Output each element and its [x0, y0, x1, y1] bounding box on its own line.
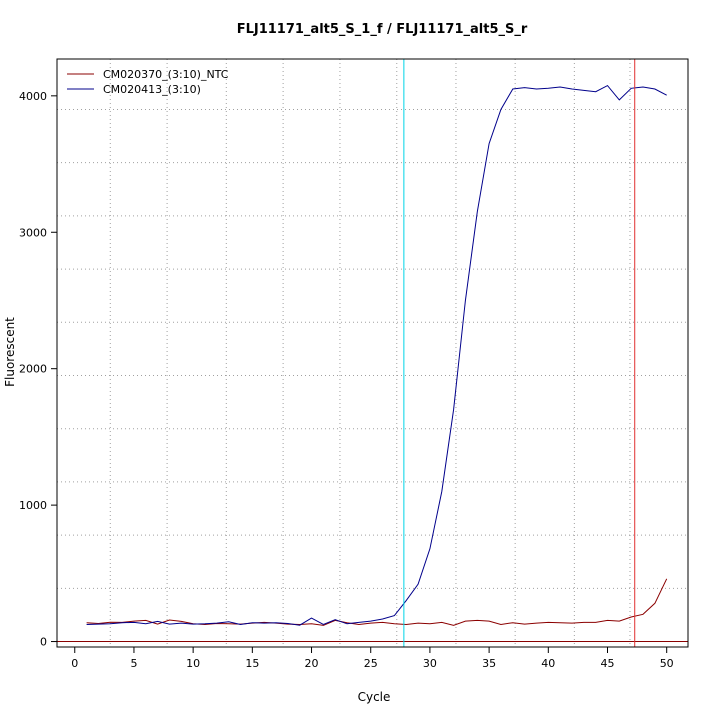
x-axis: 0 5 10 15 20 25 30 35 40 45 50 [71, 647, 674, 670]
y-tick-label: 3000 [19, 226, 47, 239]
series-line-sample [86, 84, 667, 626]
x-tick-label: 10 [186, 657, 200, 670]
legend-label: CM020370_(3:10)_NTC [103, 68, 229, 81]
chart-title: FLJ11171_alt5_S_1_f / FLJ11171_alt5_S_r [237, 22, 528, 37]
y-tick-label: 2000 [19, 363, 47, 376]
y-axis-label: Fluorescent [3, 317, 17, 387]
x-tick-label: 50 [660, 657, 674, 670]
x-tick-label: 35 [482, 657, 496, 670]
series-lines [86, 84, 668, 626]
y-axis: 0 1000 2000 3000 4000 [19, 90, 57, 649]
x-axis-label: Cycle [358, 690, 391, 704]
y-tick-label: 0 [40, 636, 47, 649]
legend-label: CM020413_(3:10) [103, 83, 201, 96]
plot-frame [56, 58, 689, 648]
x-tick-label: 40 [541, 657, 555, 670]
x-tick-label: 0 [71, 657, 78, 670]
x-tick-label: 30 [423, 657, 437, 670]
series-line-ntc [86, 578, 668, 626]
vertical-markers [57, 59, 688, 647]
y-tick-label: 4000 [19, 90, 47, 103]
x-tick-label: 15 [245, 657, 259, 670]
x-tick-label: 25 [364, 657, 378, 670]
x-tick-label: 20 [305, 657, 319, 670]
x-tick-label: 5 [130, 657, 137, 670]
x-tick-label: 45 [600, 657, 614, 670]
legend: CM020370_(3:10)_NTC CM020413_(3:10) [67, 68, 229, 96]
y-tick-label: 1000 [19, 499, 47, 512]
